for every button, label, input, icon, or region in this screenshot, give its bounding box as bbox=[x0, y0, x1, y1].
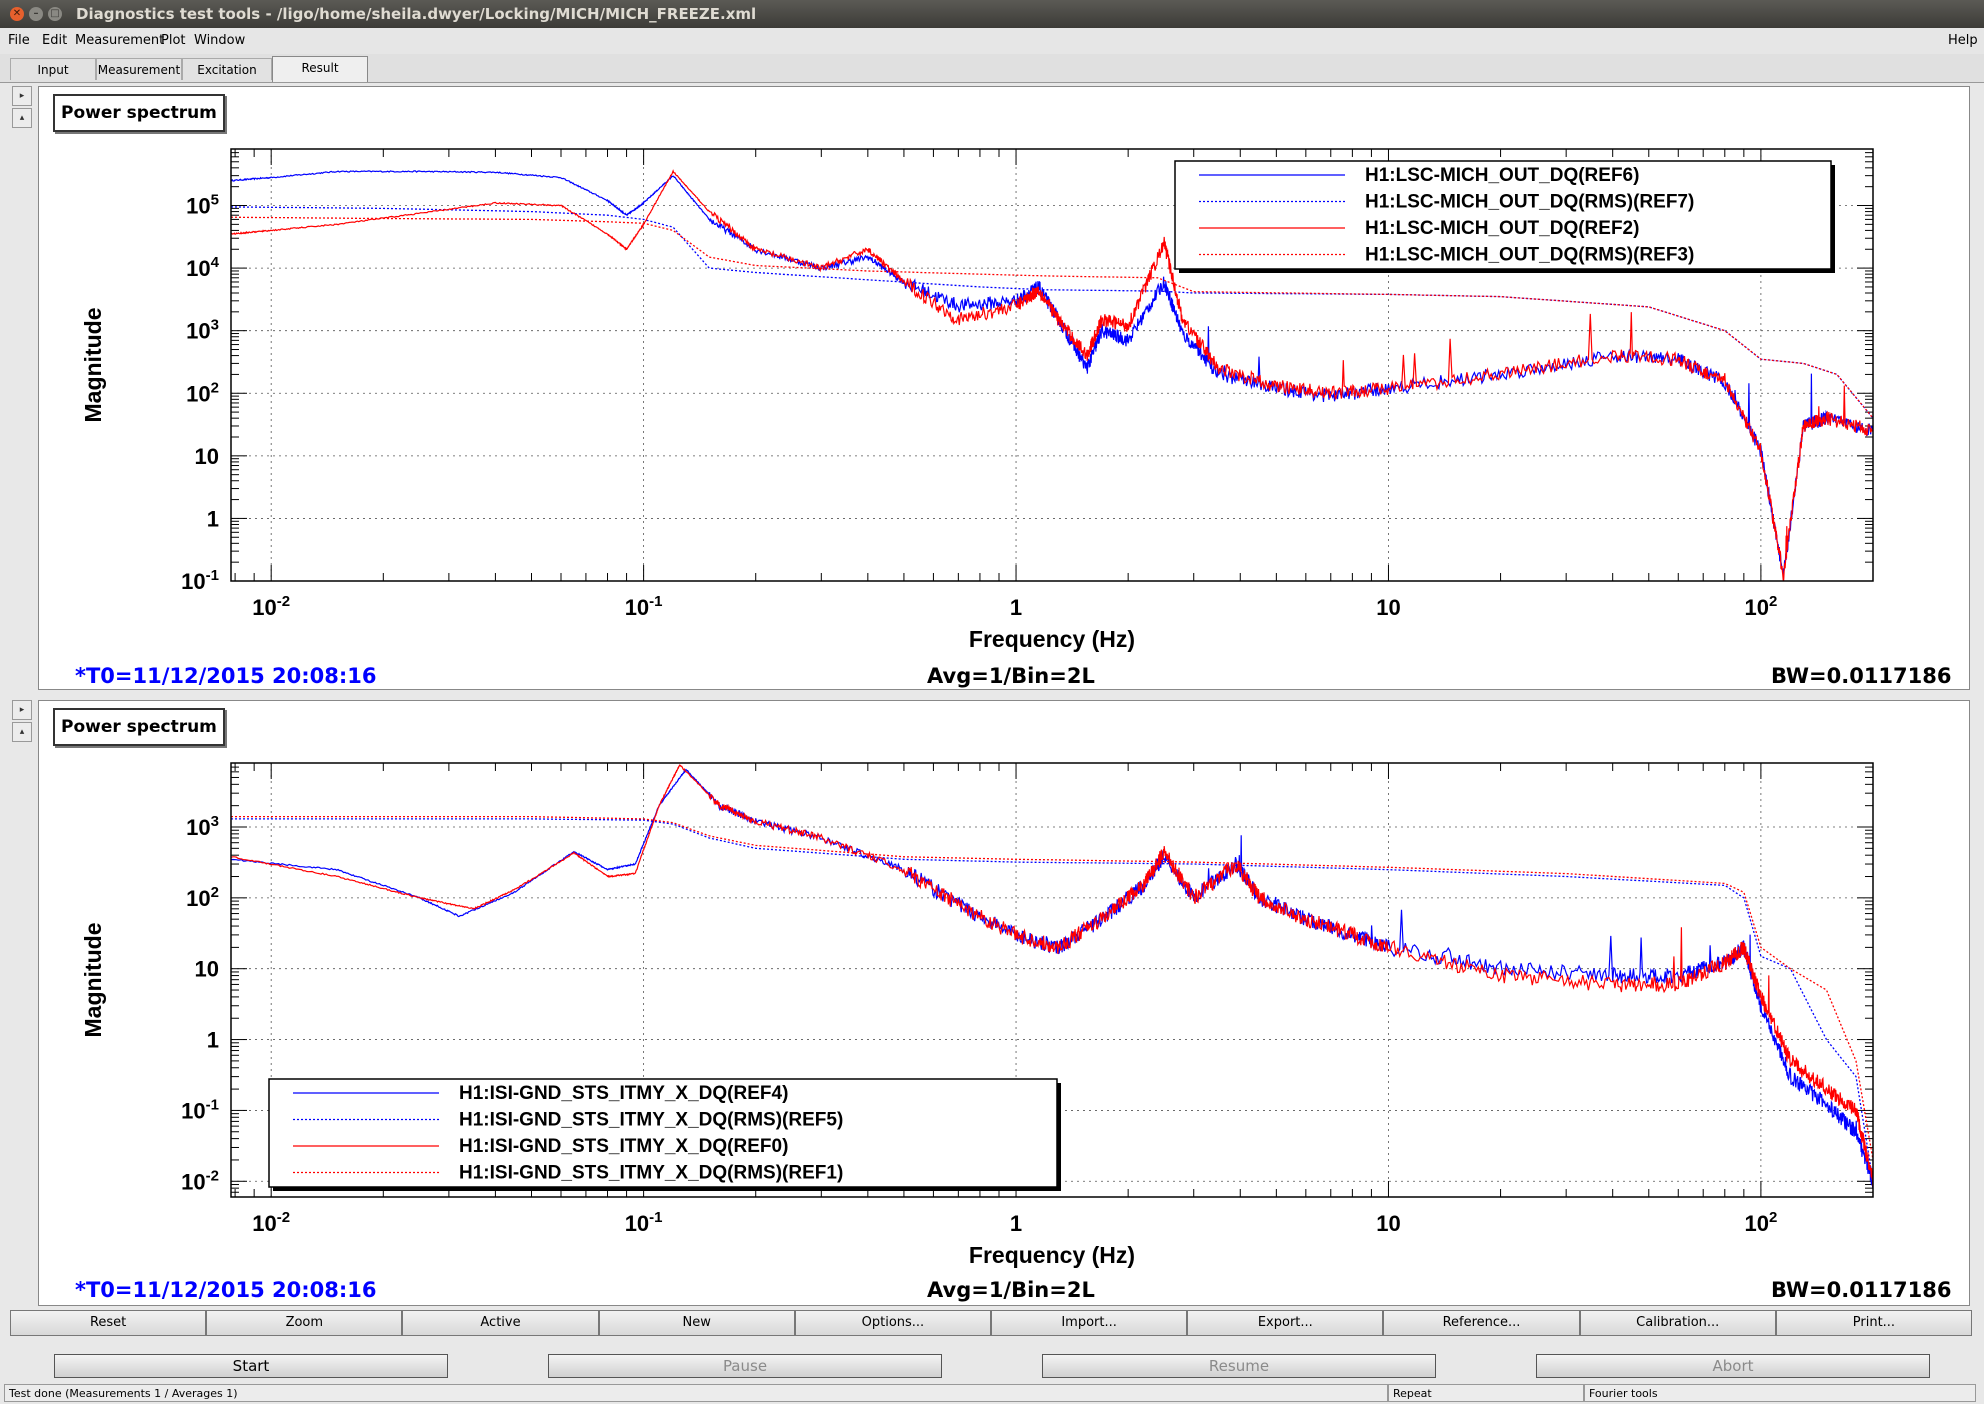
menu-edit[interactable]: Edit bbox=[42, 33, 68, 48]
tab-excitation[interactable]: Excitation bbox=[182, 58, 272, 80]
series-line-2 bbox=[231, 818, 1873, 1182]
import-button[interactable]: Import... bbox=[991, 1310, 1188, 1336]
panel1-next-icon[interactable]: ▸ bbox=[12, 86, 32, 106]
legend-box bbox=[268, 1078, 1058, 1188]
new-button[interactable]: New bbox=[598, 1310, 795, 1336]
y-tick-label: 103 bbox=[186, 813, 219, 840]
y-tick-label: 105 bbox=[186, 192, 219, 219]
export-button[interactable]: Export... bbox=[1187, 1310, 1384, 1336]
x-tick-label: 10 bbox=[1376, 1211, 1400, 1236]
series-line-3 bbox=[231, 764, 1873, 1187]
legend-entry: H1:LSC-MICH_OUT_DQ(REF2) bbox=[1365, 218, 1639, 239]
plot-frame bbox=[230, 148, 1874, 582]
menu-file[interactable]: File bbox=[8, 33, 30, 48]
status-fourier: Fourier tools bbox=[1584, 1384, 1976, 1402]
panel2-title[interactable]: Power spectrum bbox=[53, 708, 225, 746]
panel2-t0: *T0=11/12/2015 20:08:16 bbox=[75, 1278, 377, 1302]
y-tick-label: 104 bbox=[186, 254, 219, 281]
legend-box bbox=[1174, 160, 1832, 270]
legend-entry: H1:ISI-GND_STS_ITMY_X_DQ(REF4) bbox=[459, 1083, 788, 1104]
x-tick-label: 1 bbox=[1010, 1211, 1022, 1236]
menu-bar: File Edit Measurement Plot Window Help bbox=[0, 28, 1984, 54]
series-line-3 bbox=[231, 169, 1873, 581]
maximize-icon[interactable]: □ bbox=[48, 7, 62, 21]
window-titlebar: ✕ – □ Diagnostics test tools - /ligo/hom… bbox=[0, 0, 1984, 28]
calibration-button[interactable]: Calibration... bbox=[1579, 1310, 1776, 1336]
active-button[interactable]: Active bbox=[402, 1310, 599, 1336]
series-line-4 bbox=[231, 815, 1873, 1161]
menu-plot[interactable]: Plot bbox=[161, 33, 186, 48]
panel2-up-icon[interactable]: ▴ bbox=[12, 722, 32, 742]
reset-button[interactable]: Reset bbox=[10, 1310, 207, 1336]
panel1-avg: Avg=1/Bin=2L bbox=[927, 664, 1095, 688]
x-tick-label: 10-2 bbox=[252, 593, 290, 620]
x-tick-label: 10-2 bbox=[252, 1209, 290, 1236]
x-tick-label: 102 bbox=[1744, 593, 1777, 620]
panel1-t0: *T0=11/12/2015 20:08:16 bbox=[75, 664, 377, 688]
plot-frame bbox=[230, 762, 1874, 1198]
legend-entry: H1:ISI-GND_STS_ITMY_X_DQ(REF0) bbox=[459, 1136, 788, 1157]
y-axis-label: Magnitude bbox=[80, 308, 106, 423]
tab-result[interactable]: Result bbox=[272, 56, 368, 82]
panel1-side-controls: ▸ ▴ bbox=[12, 86, 34, 130]
legend-entry: H1:LSC-MICH_OUT_DQ(REF6) bbox=[1365, 165, 1639, 186]
pause-button[interactable]: Pause bbox=[548, 1354, 942, 1378]
panel2-avg: Avg=1/Bin=2L bbox=[927, 1278, 1095, 1302]
panel1-title[interactable]: Power spectrum bbox=[53, 94, 225, 132]
resume-button[interactable]: Resume bbox=[1042, 1354, 1436, 1378]
spectrum-chart-1[interactable]: 10-2 10-1 1 10 102 10-1 1 10 102 103 104 105 Frequen… bbox=[39, 87, 1969, 689]
menu-help[interactable]: Help bbox=[1948, 33, 1978, 48]
x-axis-label: Frequency (Hz) bbox=[969, 626, 1135, 652]
menu-measurement[interactable]: Measurement bbox=[75, 33, 165, 48]
y-tick-label: 10 bbox=[195, 957, 219, 982]
start-button[interactable]: Start bbox=[54, 1354, 448, 1378]
legend-entry: H1:ISI-GND_STS_ITMY_X_DQ(RMS)(REF5) bbox=[459, 1110, 843, 1131]
y-tick-label: 10 bbox=[195, 444, 219, 469]
status-repeat: Repeat bbox=[1388, 1384, 1584, 1402]
y-tick-label: 10-1 bbox=[181, 1096, 219, 1123]
y-axis-label: Magnitude bbox=[80, 923, 106, 1038]
abort-button[interactable]: Abort bbox=[1536, 1354, 1930, 1378]
series-line-4 bbox=[231, 216, 1873, 419]
menu-window[interactable]: Window bbox=[194, 33, 246, 48]
options-button[interactable]: Options... bbox=[794, 1310, 992, 1336]
spectrum-chart-2[interactable]: 10-2 10-1 1 10 102 10-2 10-1 1 10 102 103 Frequency… bbox=[39, 701, 1969, 1305]
plot-toolbar: Reset Zoom Active New Options... Import.… bbox=[10, 1310, 1973, 1336]
y-tick-label: 102 bbox=[186, 884, 219, 911]
tab-bar: Input Measurement Excitation Result bbox=[0, 54, 1984, 83]
zoom-button[interactable]: Zoom bbox=[206, 1310, 403, 1336]
x-tick-label: 10-1 bbox=[625, 593, 663, 620]
x-tick-label: 10 bbox=[1376, 595, 1400, 620]
window-title: Diagnostics test tools - /ligo/home/shei… bbox=[76, 5, 757, 23]
plot-panel-2: 10-2 10-1 1 10 102 10-2 10-1 1 10 102 103 Frequency… bbox=[38, 700, 1970, 1306]
tab-measurement[interactable]: Measurement bbox=[96, 58, 182, 80]
panel2-next-icon[interactable]: ▸ bbox=[12, 700, 32, 720]
panel1-bw: BW=0.0117186 bbox=[1771, 664, 1952, 688]
y-tick-label: 1 bbox=[207, 1028, 219, 1053]
legend-entry: H1:LSC-MICH_OUT_DQ(RMS)(REF3) bbox=[1365, 245, 1694, 266]
y-tick-label: 1 bbox=[207, 506, 219, 531]
x-tick-label: 1 bbox=[1010, 595, 1022, 620]
y-tick-label: 10-2 bbox=[181, 1167, 219, 1194]
panel2-side-controls: ▸ ▴ bbox=[12, 700, 34, 744]
legend-entry: H1:LSC-MICH_OUT_DQ(RMS)(REF7) bbox=[1365, 192, 1694, 213]
plot-panel-1: 10-2 10-1 1 10 102 10-1 1 10 102 103 104 105 Frequen… bbox=[38, 86, 1970, 690]
status-message: Test done (Measurements 1 / Averages 1) bbox=[4, 1384, 1388, 1402]
y-tick-label: 103 bbox=[186, 317, 219, 344]
tab-input[interactable]: Input bbox=[10, 58, 96, 80]
y-tick-label: 10-1 bbox=[181, 567, 219, 594]
reference-button[interactable]: Reference... bbox=[1383, 1310, 1580, 1336]
legend-entry: H1:ISI-GND_STS_ITMY_X_DQ(RMS)(REF1) bbox=[459, 1163, 843, 1184]
x-axis-label: Frequency (Hz) bbox=[969, 1242, 1135, 1268]
minimize-icon[interactable]: – bbox=[29, 7, 43, 21]
y-tick-label: 102 bbox=[186, 379, 219, 406]
panel1-up-icon[interactable]: ▴ bbox=[12, 108, 32, 128]
print-button[interactable]: Print... bbox=[1775, 1310, 1973, 1336]
x-tick-label: 102 bbox=[1744, 1209, 1777, 1236]
close-icon[interactable]: ✕ bbox=[10, 7, 24, 21]
panel2-bw: BW=0.0117186 bbox=[1771, 1278, 1952, 1302]
x-tick-label: 10-1 bbox=[625, 1209, 663, 1236]
